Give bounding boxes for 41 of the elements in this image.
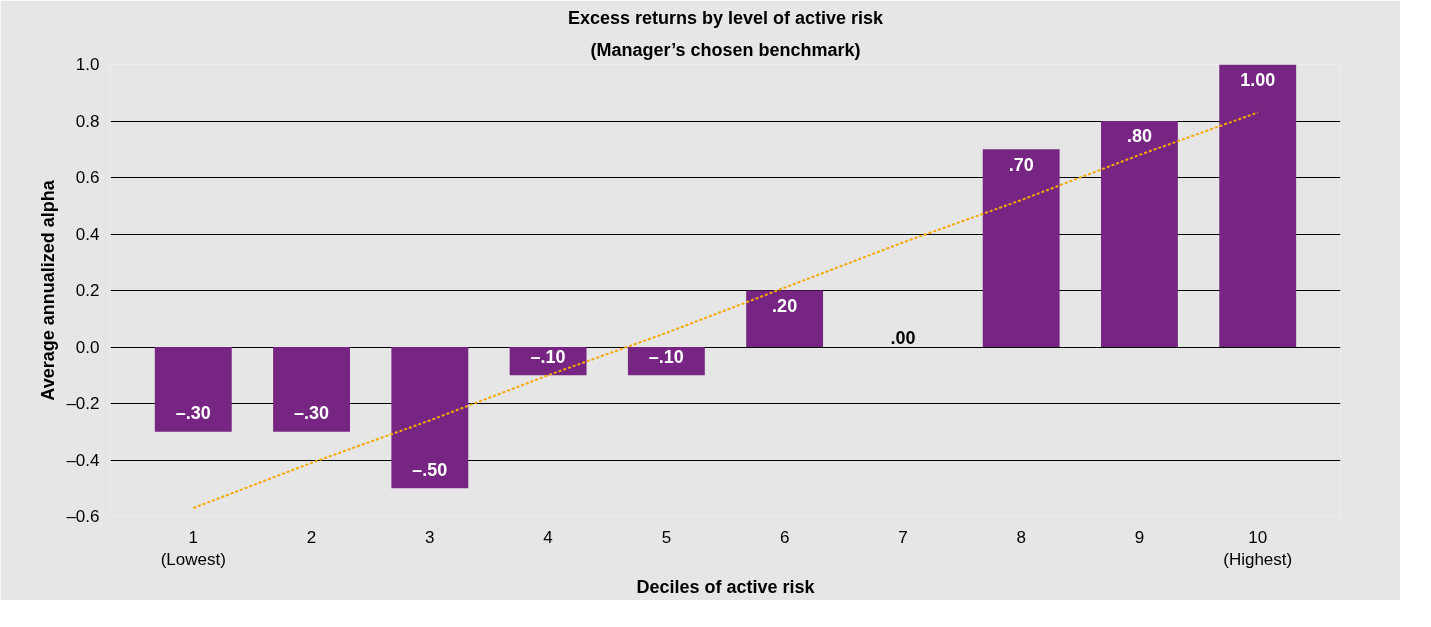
- bar: [273, 347, 350, 432]
- x-tick-label: 5: [661, 527, 672, 547]
- data-label: –.30: [294, 403, 330, 424]
- data-label: –.50: [412, 459, 448, 480]
- y-tick-label: –0.2: [66, 394, 100, 413]
- data-label: –.10: [530, 346, 566, 367]
- y-tick-label: –0.6: [66, 507, 100, 526]
- y-tick-label: 0.2: [75, 281, 100, 300]
- bar: [982, 149, 1060, 347]
- data-label: .20: [772, 295, 798, 316]
- x-tick-label: 10 (Highest): [1223, 527, 1293, 570]
- chart-title: Excess returns by level of active risk: [567, 7, 885, 28]
- y-tick-label: 1.0: [75, 55, 100, 74]
- x-tick-label: 9: [1134, 527, 1145, 547]
- x-tick-label: 2: [306, 527, 317, 547]
- y-tick-label: 0.4: [75, 224, 100, 244]
- x-tick-label: 4: [543, 527, 553, 547]
- y-tick-label: –0.4: [66, 450, 100, 470]
- y-axis-title: Average annualized alpha: [38, 179, 59, 401]
- y-tick-label: 0.6: [75, 168, 100, 187]
- x-tick-label: 1 (Lowest): [160, 527, 226, 570]
- x-tick-label: 6: [779, 527, 790, 547]
- bar: [391, 347, 469, 489]
- x-tick-label: 3: [425, 527, 435, 547]
- data-label: –.10: [648, 346, 684, 367]
- chart-subtitle: (Manager’s chosen benchmark): [590, 39, 861, 60]
- bar: [1219, 64, 1297, 347]
- data-label: .80: [1126, 126, 1152, 147]
- data-label: .70: [1008, 154, 1034, 175]
- y-tick-label: 0.8: [75, 111, 100, 131]
- data-label: 1.00: [1240, 69, 1276, 90]
- data-label: –.30: [175, 403, 211, 424]
- x-tick-label: 8: [1016, 527, 1026, 547]
- bar: [746, 290, 824, 347]
- bar: [627, 347, 705, 376]
- bar: [154, 347, 232, 432]
- data-label: .00: [890, 328, 916, 349]
- x-tick-label: 7: [898, 527, 908, 547]
- y-tick-label: 0.0: [75, 337, 100, 357]
- x-axis-title: Deciles of active risk: [636, 577, 816, 598]
- bar: [1101, 121, 1178, 347]
